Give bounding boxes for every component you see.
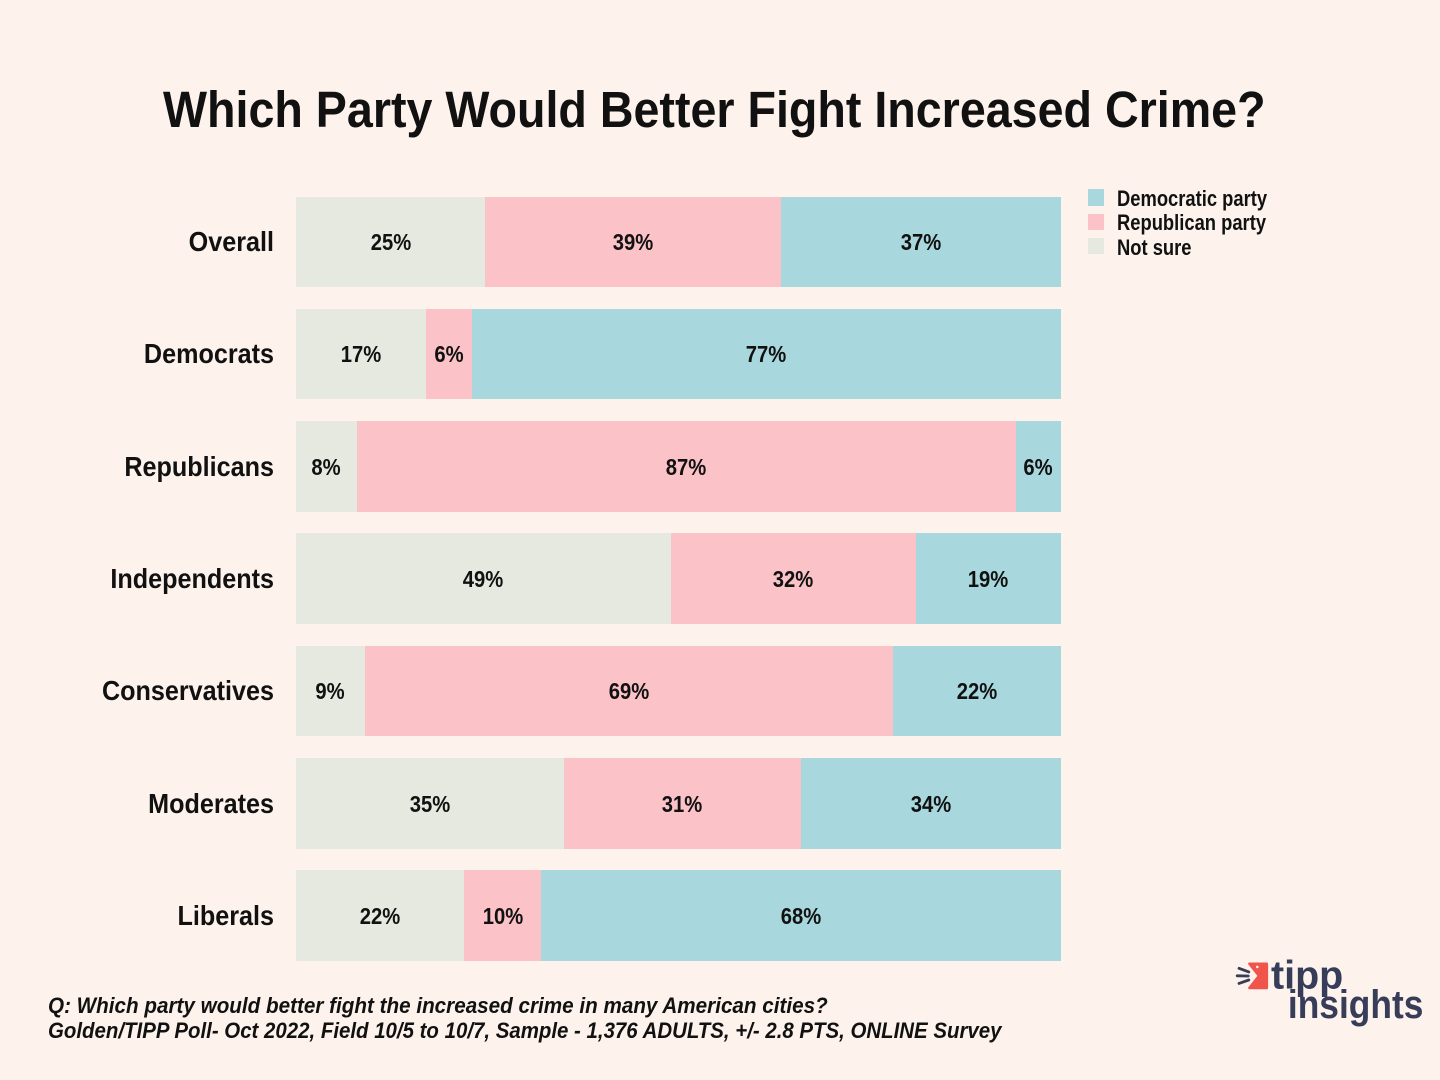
- svg-text:tipp: tipp: [1271, 953, 1343, 997]
- svg-text:insights: insights: [1288, 983, 1424, 1027]
